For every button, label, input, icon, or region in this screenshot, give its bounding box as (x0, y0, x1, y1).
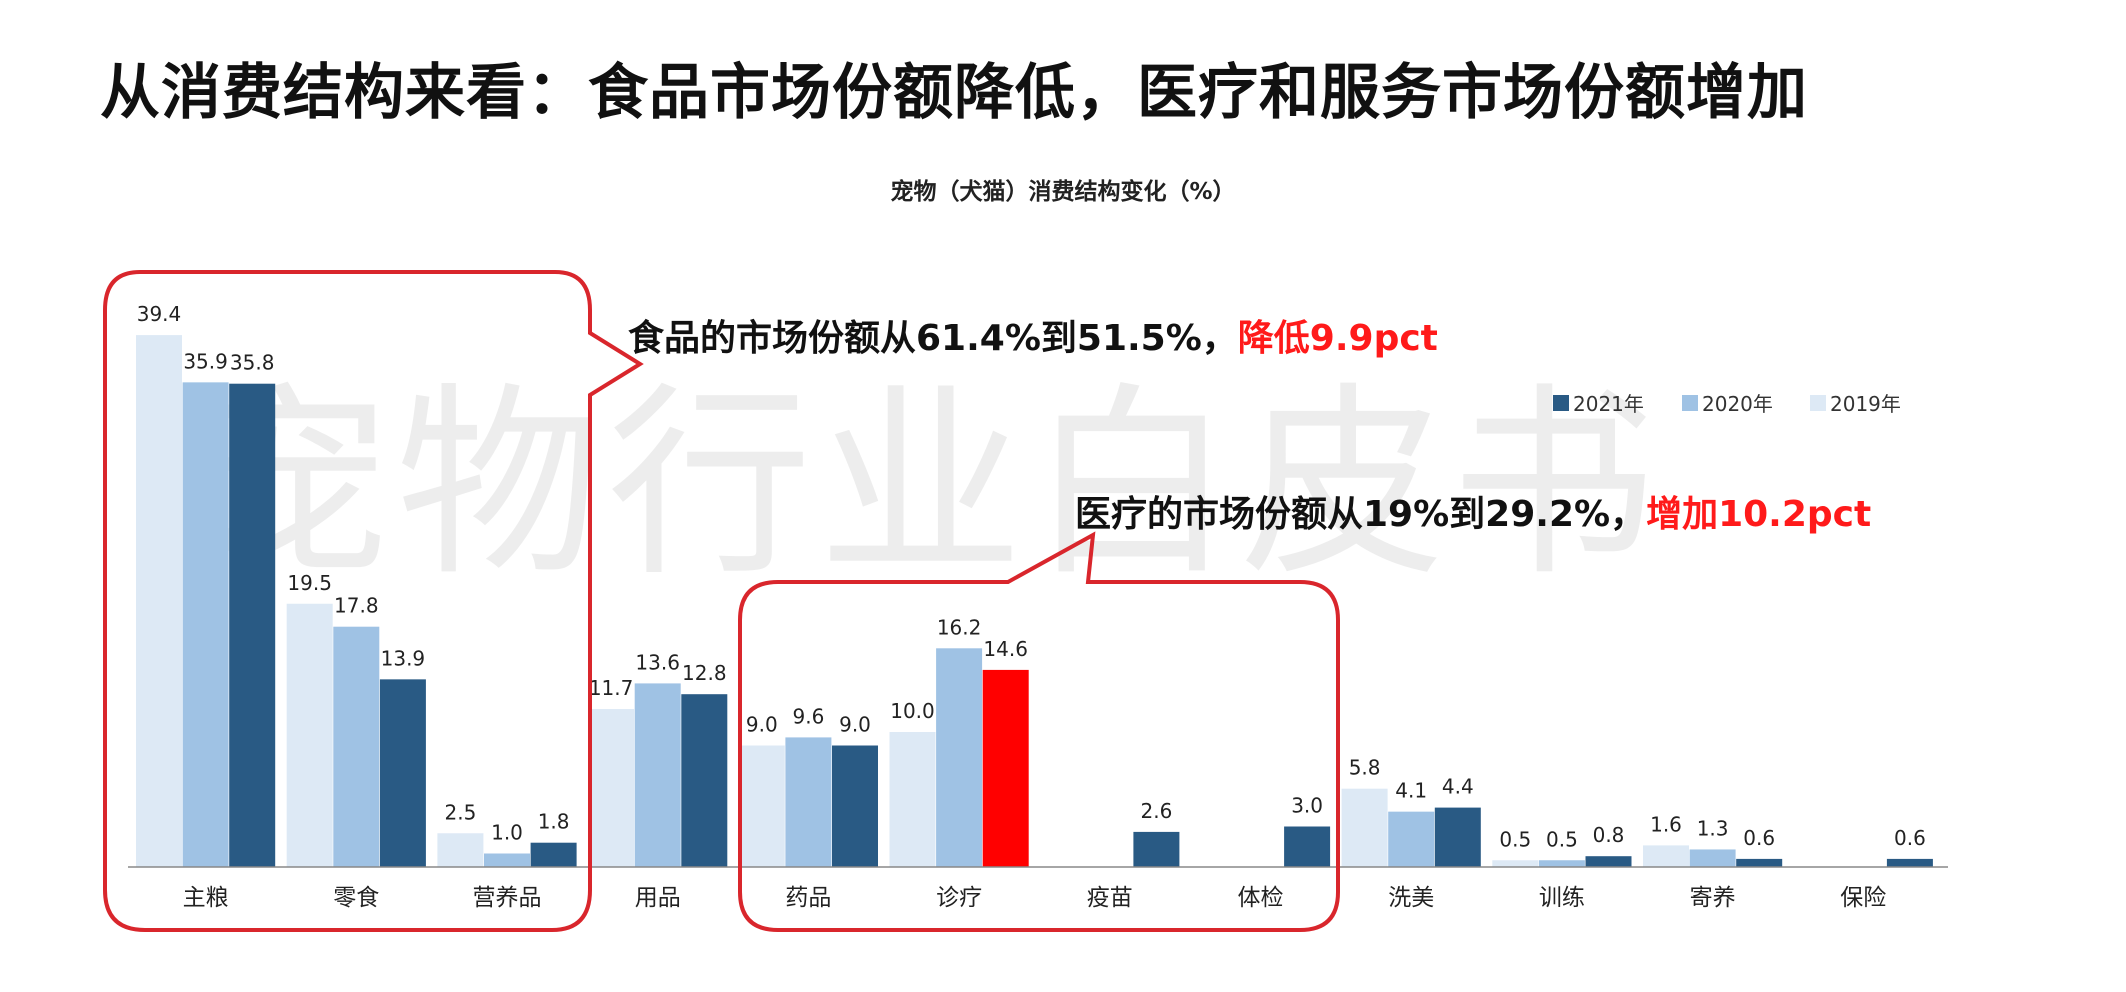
value-label: 1.8 (538, 810, 570, 834)
value-label: 4.1 (1395, 779, 1427, 803)
bar-2020年-药品 (785, 737, 832, 867)
bar-2021年-用品 (681, 694, 728, 867)
legend-label-2019: 2019年 (1830, 392, 1901, 416)
value-label: 35.9 (183, 349, 228, 373)
value-label: 17.8 (334, 594, 379, 618)
legend: 2021年 2020年 2019年 (1553, 392, 1901, 416)
bar-2019年-洗美 (1341, 788, 1388, 867)
legend-swatch-2020 (1682, 395, 1698, 411)
legend-label-2020: 2020年 (1702, 392, 1773, 416)
food-callout-main: 食品的市场份额从61.4%到51.5%， (628, 318, 1238, 359)
watermark: 宠物行业白皮书 (185, 366, 1662, 604)
food-callout-text: 食品的市场份额从61.4%到51.5%，降低9.9pct (628, 318, 1438, 359)
value-label: 4.4 (1442, 775, 1474, 799)
bar-2019年-零食 (286, 603, 333, 867)
value-label: 5.8 (1349, 756, 1381, 780)
category-label: 洗美 (1388, 885, 1434, 911)
medical-callout-main: 医疗的市场份额从19%到29.2%， (1075, 494, 1646, 535)
bar-2020年-诊疗 (936, 648, 983, 867)
bar-2021年-洗美 (1434, 807, 1481, 867)
bar-2020年-主粮 (182, 382, 229, 867)
bars-layer (136, 335, 1933, 868)
category-label: 寄养 (1690, 885, 1736, 911)
value-label: 13.6 (635, 650, 680, 674)
value-label: 0.8 (1593, 823, 1625, 847)
value-label: 3.0 (1291, 794, 1323, 818)
value-label: 39.4 (137, 302, 182, 326)
value-label: 9.0 (839, 713, 871, 737)
slide-title: 从消费结构来看：食品市场份额降低，医疗和服务市场份额增加 (100, 58, 1808, 128)
bar-2019年-训练 (1492, 860, 1539, 867)
value-label: 35.8 (230, 351, 275, 375)
bar-2019年-主粮 (136, 335, 182, 868)
value-label: 10.0 (890, 699, 935, 723)
bar-2021年-诊疗 (982, 669, 1029, 867)
category-label: 营养品 (473, 885, 542, 911)
bar-2019年-药品 (738, 745, 785, 867)
medical-callout-highlight: 增加10.2pct (1646, 494, 1871, 535)
value-label: 9.6 (792, 704, 824, 728)
legend-swatch-2019 (1810, 395, 1826, 411)
food-callout-highlight: 降低9.9pct (1238, 318, 1438, 359)
bar-2019年-营养品 (437, 833, 484, 867)
bar-2019年-诊疗 (889, 732, 936, 867)
category-label: 零食 (333, 885, 379, 911)
value-label: 0.6 (1894, 826, 1926, 850)
category-label: 用品 (635, 885, 681, 911)
medical-callout-bubble (738, 531, 1340, 932)
value-label: 0.5 (1499, 827, 1531, 851)
bar-2019年-用品 (588, 709, 635, 867)
value-label: 12.8 (682, 661, 727, 685)
bar-2020年-营养品 (484, 853, 530, 867)
value-label: 11.7 (589, 676, 634, 700)
bar-2020年-洗美 (1388, 811, 1435, 867)
category-label: 疫苗 (1087, 885, 1133, 911)
value-label: 0.6 (1743, 826, 1775, 850)
bar-2021年-疫苗 (1133, 831, 1180, 867)
bar-2021年-零食 (379, 679, 426, 867)
value-labels-layer: 39.435.9 35.8 19.517.8 13.9 2.5 1.0 1.8 11.713.… (137, 302, 1926, 851)
category-label: 保险 (1840, 885, 1886, 911)
value-label: 1.3 (1697, 816, 1729, 840)
value-label: 2.6 (1140, 799, 1172, 823)
bar-2021年-保险 (1886, 858, 1933, 867)
bar-2021年-体检 (1284, 826, 1331, 867)
value-label: 0.5 (1546, 827, 1578, 851)
bar-2020年-训练 (1538, 860, 1585, 867)
category-label: 药品 (785, 885, 831, 911)
bar-2021年-营养品 (530, 842, 577, 867)
value-label: 9.0 (746, 713, 778, 737)
category-label: 体检 (1238, 885, 1284, 911)
value-label: 2.5 (444, 800, 476, 824)
value-label: 16.2 (937, 615, 982, 639)
category-labels-layer: 主粮 零食 营养品 用品 药品 诊疗 疫苗 体检 洗美 训练 寄养 保险 (183, 885, 1887, 911)
food-callout-bubble (103, 270, 644, 932)
value-label: 1.6 (1650, 812, 1682, 836)
value-label: 13.9 (381, 646, 426, 670)
bar-2021年-寄养 (1736, 858, 1783, 867)
bar-2021年-药品 (832, 745, 878, 867)
chart-title: 宠物（犬猫）消费结构变化（%） (890, 179, 1236, 205)
value-label: 14.6 (983, 637, 1028, 661)
category-label: 诊疗 (936, 885, 982, 911)
bar-2021年-训练 (1585, 856, 1632, 867)
category-label: 训练 (1539, 885, 1585, 911)
bar-2021年-主粮 (229, 383, 276, 867)
bar-2019年-寄养 (1643, 845, 1689, 867)
bar-2020年-零食 (333, 626, 380, 867)
legend-swatch-2021 (1553, 395, 1569, 411)
value-label: 19.5 (287, 571, 332, 595)
category-label: 主粮 (183, 885, 229, 911)
medical-callout-text: 医疗的市场份额从19%到29.2%，增加10.2pct (1075, 494, 1871, 535)
bar-2020年-寄养 (1689, 849, 1736, 867)
value-label: 1.0 (491, 821, 523, 845)
legend-label-2021: 2021年 (1573, 392, 1644, 416)
bar-2020年-用品 (634, 683, 681, 867)
